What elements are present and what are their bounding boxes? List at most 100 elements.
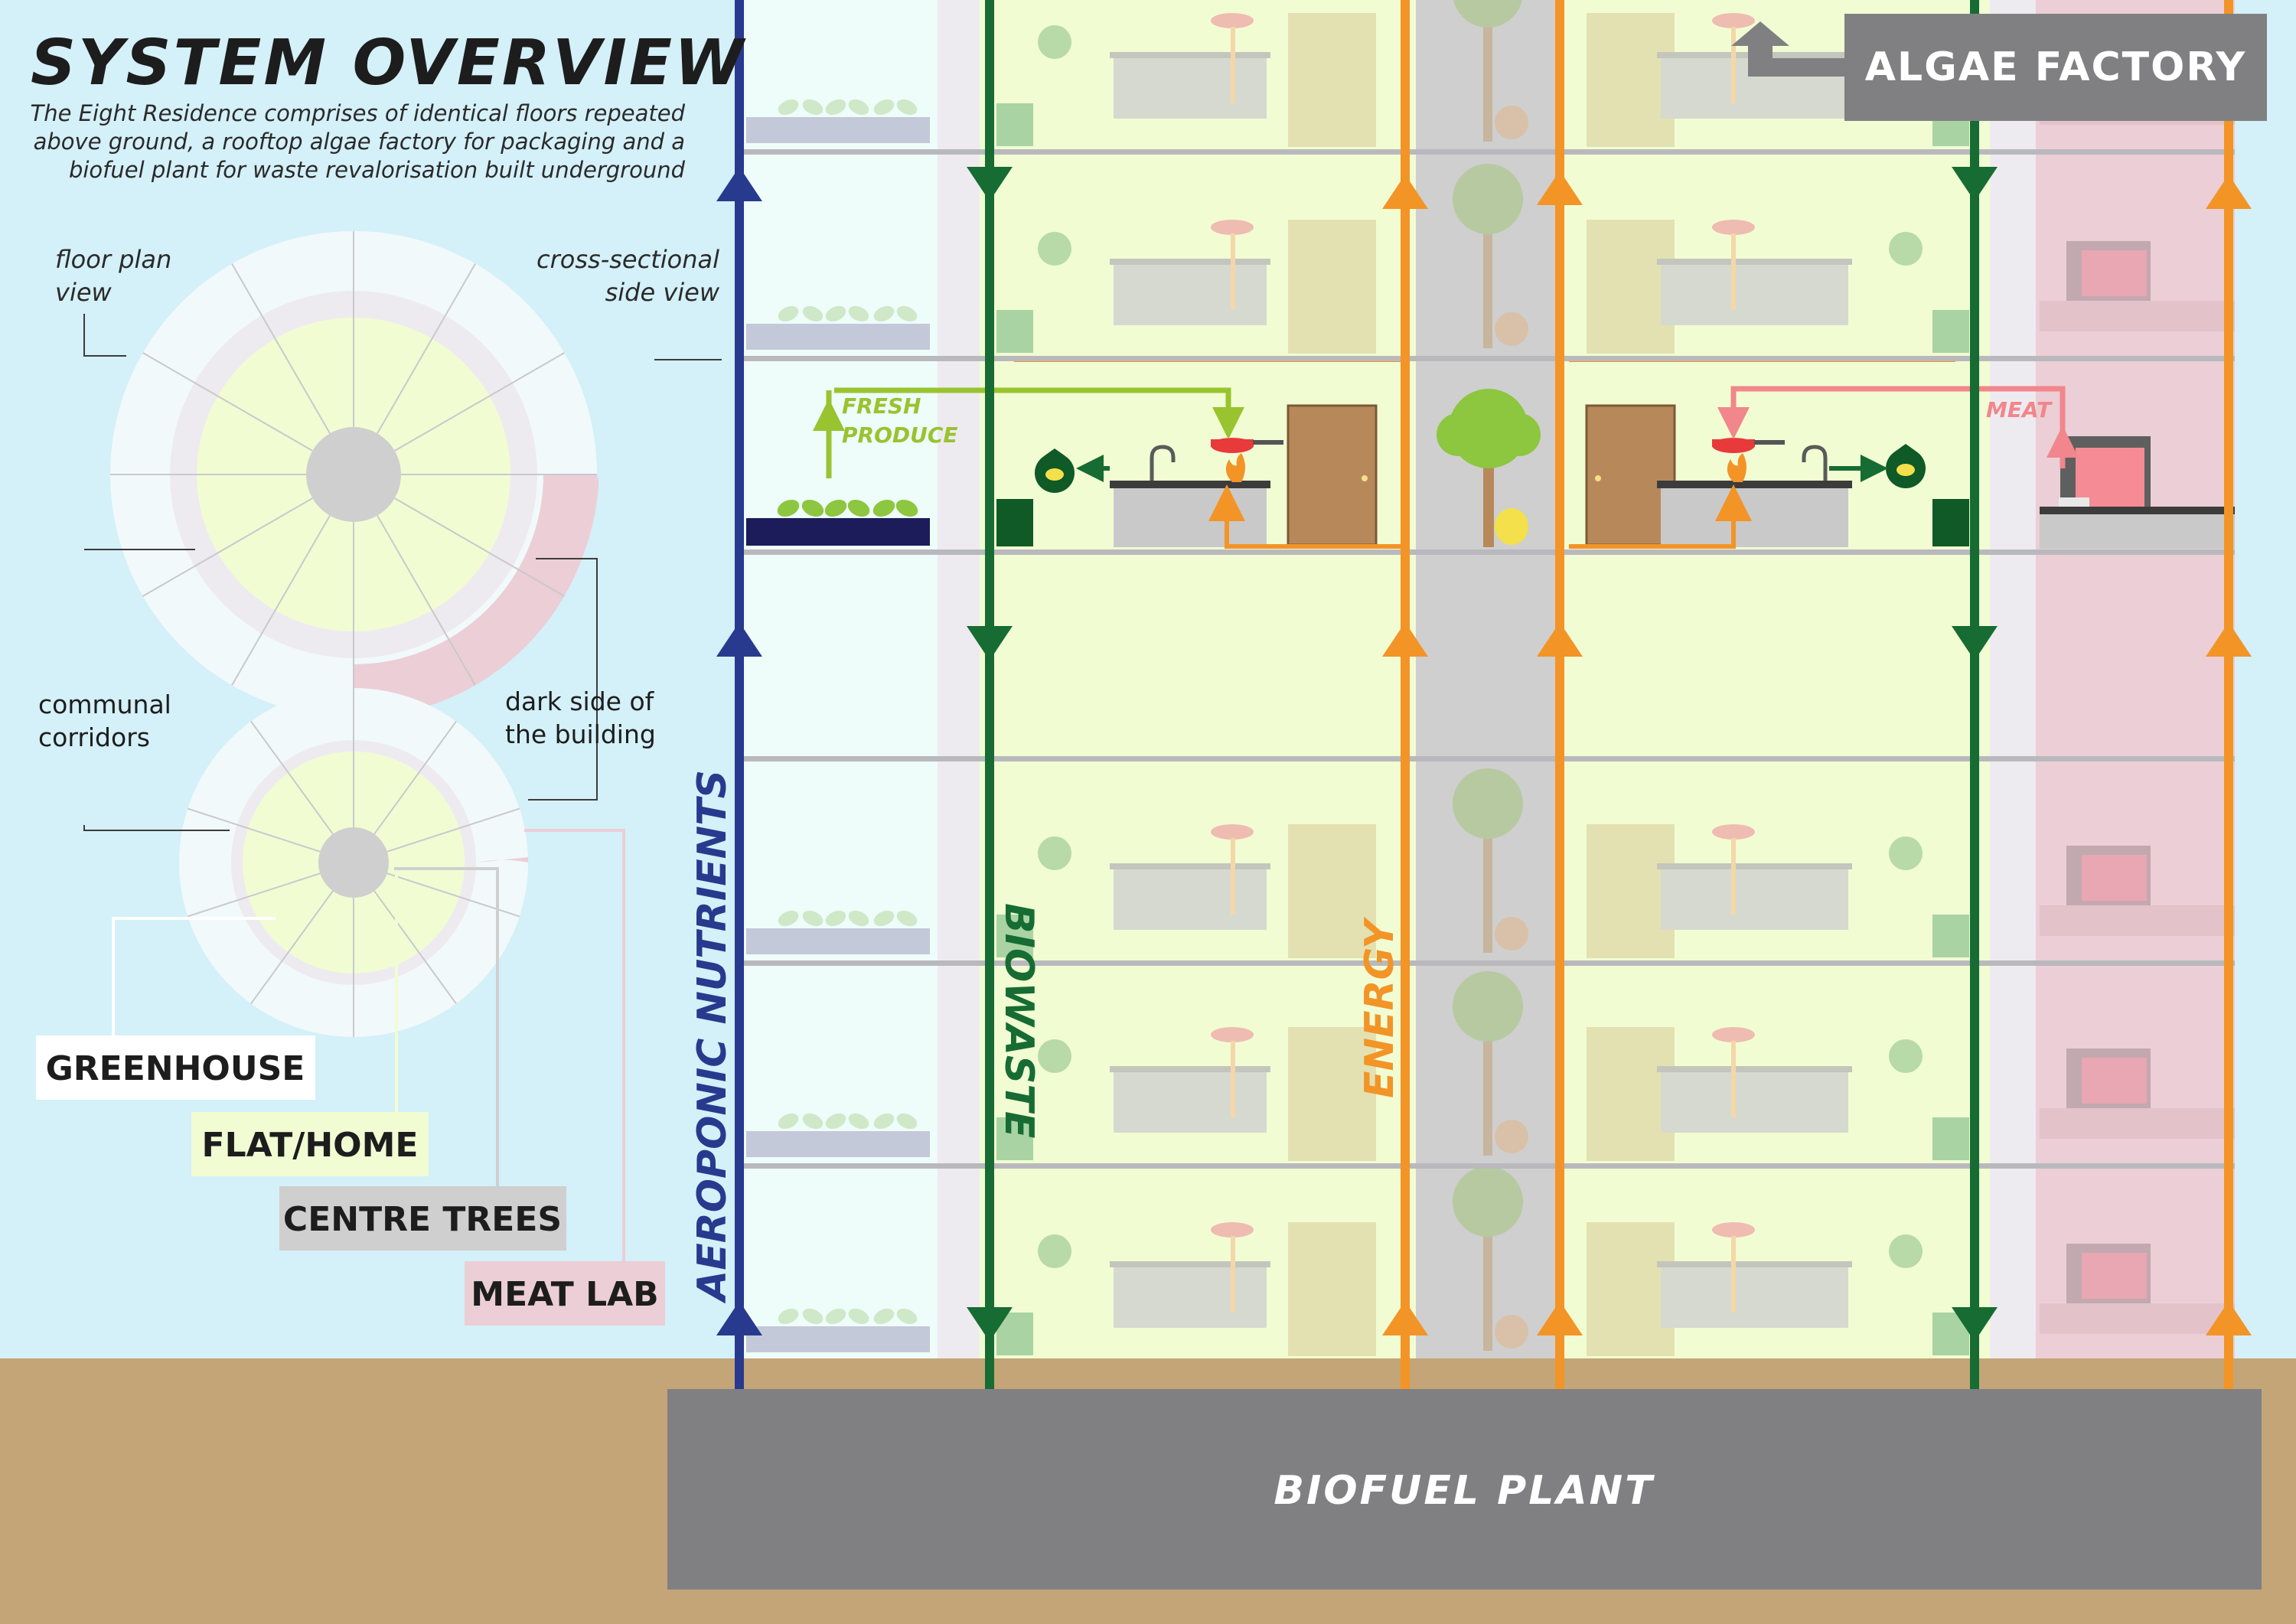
fridge-icon <box>2040 436 2235 549</box>
annotation-leaders <box>83 314 722 831</box>
arrow-up-icon <box>1382 622 1428 657</box>
repeated-floor <box>746 971 2235 1161</box>
tree-icon <box>1453 971 1523 1042</box>
compost-bag-icon <box>1889 1039 1923 1073</box>
meat-label: MEAT <box>1986 397 2053 422</box>
legend: GREENHOUSE FLAT/HOME CENTRE TREES MEAT L… <box>36 1035 665 1326</box>
corridor-left-column <box>938 0 980 1358</box>
dark-side-label-1: dark side of <box>505 686 655 716</box>
aeroponic-nutrients-label: AEROPONIC NUTRIENTS <box>690 770 735 1304</box>
frying-pan-icon <box>1211 438 1283 453</box>
floor-slab <box>739 960 2235 966</box>
faucet-left <box>1150 445 1176 481</box>
page-title: SYSTEM OVERVIEW <box>31 27 746 99</box>
legend-flat-label: FLAT/HOME <box>202 1126 419 1165</box>
compost-bag-icon <box>1035 448 1075 493</box>
biowaste-pipe-left <box>985 0 994 1389</box>
compost-bag-icon <box>1038 1039 1071 1073</box>
biofuel-plant <box>667 1389 2262 1590</box>
compost-bag-icon <box>1038 1234 1071 1268</box>
compost-bag-icon <box>1886 444 1926 488</box>
communal-corridors-label-2: corridors <box>38 722 150 752</box>
legend-leaders <box>112 829 625 1293</box>
arrow-down-icon <box>1952 1307 1998 1342</box>
compost-bag-icon <box>1038 232 1071 266</box>
floor-slab <box>739 756 2235 761</box>
legend-trees-label: CENTRE TREES <box>283 1200 562 1239</box>
energy-pipe-meatlab <box>2224 0 2233 1389</box>
arrow-down-icon <box>1952 167 1998 201</box>
floor-slabs <box>739 149 2235 1169</box>
arrow-up-icon <box>2206 622 2252 657</box>
communal-corridors-label-1: communal <box>38 690 171 719</box>
biowaste-bin <box>996 499 1033 546</box>
arrow-up-icon <box>1731 21 1846 77</box>
legend-trees-box <box>279 1186 566 1251</box>
flow-arrows <box>716 167 2252 1342</box>
faucet-right <box>1802 445 1828 481</box>
energy-feed-left <box>1208 484 1405 549</box>
flame-icon <box>1727 453 1746 482</box>
corridor-right-column <box>1990 0 2036 1358</box>
legend-meatlab-label: MEAT LAB <box>471 1275 658 1314</box>
cross-section-label-2: side view <box>605 278 720 307</box>
algae-factory: ALGAE FACTORY <box>1731 14 2267 121</box>
flow-pipes <box>735 0 2233 1389</box>
arrow-down-icon <box>1952 626 1998 660</box>
lower-plan-trees <box>318 827 389 898</box>
floor-slab <box>739 356 2235 361</box>
biowaste-bin <box>1932 499 1969 546</box>
arrow-up-icon <box>2206 1301 2252 1335</box>
aeroponic-pipe <box>735 0 744 1389</box>
energy-pipe-left <box>1401 0 1410 1389</box>
legend-greenhouse-label: GREENHOUSE <box>46 1049 305 1088</box>
description-line-2: above ground, a rooftop algae factory fo… <box>34 129 685 155</box>
compost-bag-icon <box>1889 836 1923 870</box>
arrow-up-icon <box>1382 174 1428 209</box>
legend-flat-box <box>191 1112 429 1176</box>
arrow-down-icon <box>967 167 1013 201</box>
biofuel-plant-label: BIOFUEL PLANT <box>1274 1468 1655 1514</box>
legend-meatlab-box <box>465 1261 665 1326</box>
energy-label: ENERGY <box>1357 916 1403 1098</box>
compost-bag-icon <box>1889 1234 1923 1268</box>
biowaste-pipe-right <box>1970 0 1979 1389</box>
lemon-icon <box>1495 508 1528 545</box>
dark-side-upper <box>354 474 597 718</box>
highlighted-floor <box>746 357 2235 549</box>
door-icon <box>1287 404 1378 546</box>
repeated-floor <box>746 164 2235 354</box>
arrow-up-icon <box>1537 1301 1583 1335</box>
biowaste-label: BIOWASTE <box>996 903 1042 1138</box>
greenhouse-planter <box>746 518 930 546</box>
description-line-1: The Eight Residence comprises of identic… <box>31 100 686 126</box>
compost-bag-icon <box>1038 25 1071 59</box>
flame-icon <box>1225 453 1245 482</box>
arrow-up-icon <box>716 1301 762 1335</box>
energy-pipe-right <box>1555 0 1564 1389</box>
frying-pan-icon <box>1712 438 1785 453</box>
kitchen-counter-left <box>1114 484 1267 547</box>
algae-factory-label: ALGAE FACTORY <box>1865 44 2246 90</box>
repeated-floor <box>746 1166 2235 1356</box>
cross-section-label-1: cross-sectional <box>536 245 719 274</box>
dark-side-label-2: the building <box>505 719 656 749</box>
arrow-up-icon <box>716 167 762 201</box>
arrow-up-icon <box>716 622 762 657</box>
fresh-produce-label-2: PRODUCE <box>842 422 958 448</box>
greenhouse-sprout-icon <box>777 499 918 517</box>
floor-slab <box>739 149 2235 155</box>
compost-bag-icon <box>1889 232 1923 266</box>
arrow-up-icon <box>1537 171 1583 205</box>
compost-bag-icon <box>1038 836 1071 870</box>
arrow-up-icon <box>2206 174 2252 209</box>
tree-icon <box>1453 0 1522 28</box>
tree-icon <box>1453 164 1523 234</box>
upper-plan-trees <box>306 427 401 522</box>
repeated-floor <box>746 768 2235 958</box>
floor-plan-view <box>110 231 598 1037</box>
tree-icon <box>1453 1166 1523 1237</box>
floor-slab <box>739 549 2235 555</box>
